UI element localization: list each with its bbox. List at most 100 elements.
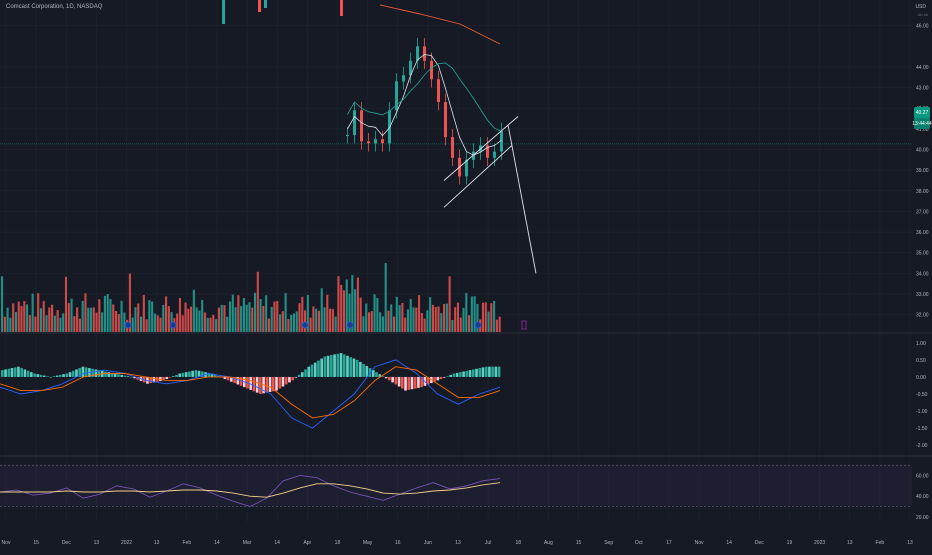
volume-bar: [51, 304, 54, 332]
volume-bar: [98, 299, 101, 332]
price-tick-label: 33.00: [916, 292, 929, 298]
volume-bar: [48, 307, 51, 332]
macd-histogram-bar: [320, 358, 323, 377]
macd-histogram-bar: [10, 368, 14, 377]
volume-bar: [448, 276, 451, 332]
volume-bar: [454, 307, 457, 332]
volume-bar: [326, 294, 329, 332]
macd-histogram-bar: [33, 373, 36, 377]
volume-bar: [487, 311, 490, 332]
volume-bar: [384, 263, 387, 332]
macd-histogram-bar: [294, 376, 298, 378]
volume-bar: [31, 293, 34, 332]
volume-bar: [192, 289, 195, 332]
last-price-tag: 40.27: [914, 107, 930, 118]
volume-bar: [468, 315, 471, 332]
macd-histogram-bar: [65, 373, 69, 377]
volume-bar: [331, 309, 334, 332]
macd-histogram-bar: [7, 368, 11, 377]
x-tick-label: Jun: [424, 540, 432, 546]
volume-bar: [301, 296, 304, 332]
price-pane: [0, 0, 912, 274]
macd-histogram-bar: [75, 369, 78, 377]
volume-bar: [351, 275, 354, 332]
volume-bar: [56, 310, 59, 332]
volume-bar: [431, 304, 434, 332]
event-marker: [301, 321, 309, 329]
price-tick-label: 40.00: [916, 148, 929, 154]
macd-histogram-bar: [336, 353, 340, 377]
macd-tick-label: 0.50: [916, 358, 926, 364]
macd-histogram-bar: [175, 374, 178, 377]
volume-bar: [245, 304, 248, 332]
macd-histogram-bar: [352, 358, 356, 377]
candle-body: [416, 46, 419, 61]
macd-tick-label: -1.50: [916, 426, 928, 432]
volume-bar: [406, 309, 409, 332]
macd-histogram-bar: [265, 376, 269, 393]
macd-histogram-bar: [117, 374, 120, 377]
macd-histogram-bar: [152, 376, 156, 383]
x-tick-label: 18: [335, 540, 341, 546]
macd-histogram-bar: [107, 372, 111, 377]
macd-histogram-bar: [452, 373, 456, 377]
x-tick-label: 13: [94, 540, 100, 546]
macd-histogram-bar: [397, 376, 401, 387]
volume-bar: [67, 303, 70, 332]
macd-histogram-bar: [471, 369, 475, 377]
volume-bar: [123, 312, 126, 332]
volume-bar: [78, 318, 81, 332]
volume-bar: [420, 313, 423, 332]
volume-bar: [187, 308, 190, 332]
macd-histogram-bar: [384, 376, 388, 379]
macd-histogram-bar: [420, 376, 423, 388]
macd-histogram-bar: [249, 376, 253, 390]
macd-histogram-bar: [168, 376, 172, 378]
volume-bar: [359, 297, 362, 332]
macd-histogram-bar: [394, 376, 398, 385]
volume-bar: [162, 304, 165, 332]
x-tick-label: Mar: [243, 540, 252, 546]
candle-body: [381, 139, 384, 144]
volume-bar: [323, 307, 326, 332]
macd-histogram-bar: [326, 355, 330, 377]
macd-histogram-bar: [391, 376, 394, 383]
volume-bar: [217, 307, 220, 332]
volume-bar: [20, 306, 23, 332]
price-tick-label: 43.00: [916, 86, 929, 92]
volume-bar: [151, 301, 154, 332]
volume-bar: [101, 312, 104, 332]
volume-bar: [367, 312, 371, 332]
candle-body: [222, 0, 225, 24]
macd-histogram-bar: [401, 376, 404, 389]
volume-bar: [9, 317, 12, 332]
price-tick-label: 37.00: [916, 209, 929, 215]
macd-histogram-bar: [342, 354, 346, 377]
candle-body: [437, 79, 440, 103]
macd-histogram-bar: [323, 356, 327, 377]
volume-bar: [342, 290, 346, 332]
volume-bar: [287, 319, 290, 332]
macd-histogram-bar: [339, 353, 343, 377]
volume-bar: [348, 293, 351, 332]
macd-histogram-bar: [252, 376, 256, 392]
macd-histogram-bar: [468, 370, 472, 377]
macd-histogram-bar: [359, 361, 362, 377]
volume-bar: [92, 307, 95, 332]
volume-bar: [256, 271, 259, 332]
macd-histogram-bar: [481, 367, 485, 377]
volume-bar: [259, 298, 262, 332]
volume-bar: [240, 306, 243, 332]
candle-body: [423, 46, 426, 61]
macd-histogram-bar: [410, 376, 414, 390]
currency-sublabel: Ab.uk: [917, 12, 928, 17]
volume-bar: [231, 294, 234, 332]
macd-histogram-bar: [120, 374, 123, 377]
volume-bar: [304, 310, 307, 332]
x-tick-label: 16: [395, 540, 401, 546]
macd-histogram-bar: [371, 370, 375, 377]
macd-histogram-bar: [55, 375, 59, 377]
macd-histogram-bar: [78, 368, 82, 377]
volume-bar: [156, 315, 159, 332]
volume-bar: [53, 315, 56, 332]
